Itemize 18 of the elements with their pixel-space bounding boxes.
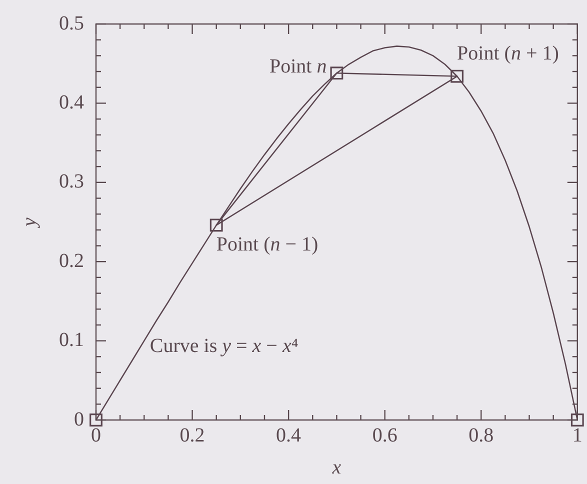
annotation: Point (n − 1) [216,233,318,256]
x-tick-label: 0.6 [372,424,398,446]
annotation: Point (n + 1) [457,42,559,65]
x-tick-label: 0 [91,424,101,446]
annotation: Point n [269,55,327,78]
y-tick-label: 0.3 [59,170,84,193]
x-tick-label: 0.2 [180,424,205,446]
y-tick-label: 0.4 [59,91,84,114]
annotation: Curve is y = x − x⁴ [150,334,298,357]
x-tick-label: 0.4 [276,424,302,446]
x-axis-title: x [331,456,342,478]
y-tick-label: 0.5 [59,12,84,34]
y-axis-title: y [18,217,40,228]
x-tick-label: 1 [572,424,582,446]
y-tick-label: 0.2 [59,250,84,272]
x-tick-label: 0.8 [468,424,494,446]
y-tick-label: 0.1 [59,329,84,352]
y-tick-label: 0 [74,408,84,430]
